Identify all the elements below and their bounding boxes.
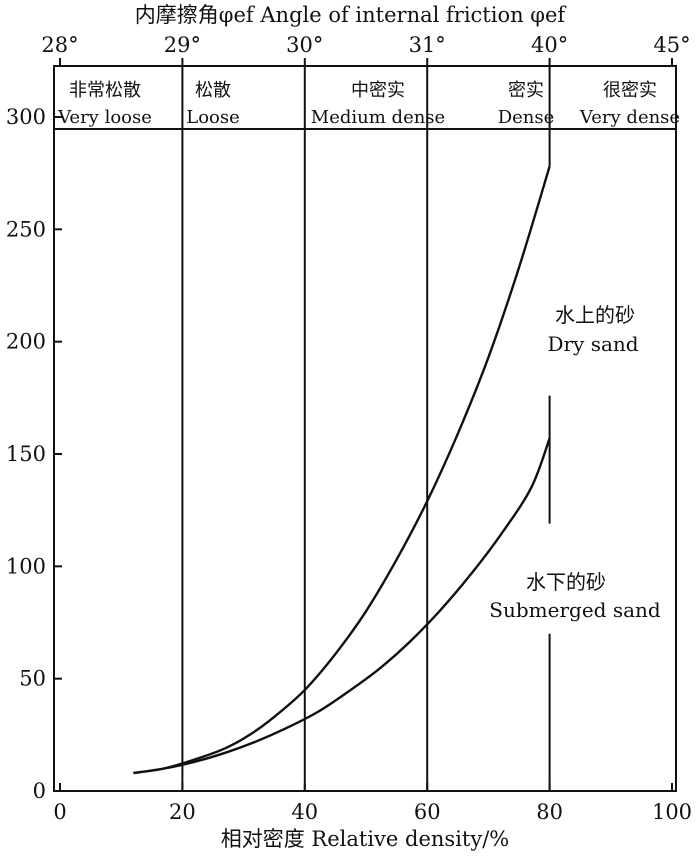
y-tick-label: 200 bbox=[6, 330, 46, 354]
zone-label-cn: 松散 bbox=[195, 80, 231, 101]
dry-sand-label-en: Dry sand bbox=[547, 332, 638, 356]
top-tick-label: 40° bbox=[531, 33, 568, 57]
y-tick-label: 300 bbox=[6, 105, 46, 129]
y-tick-label: 250 bbox=[6, 217, 46, 241]
submerged-sand-line bbox=[133, 437, 551, 775]
x-tick-label: 20 bbox=[169, 800, 196, 824]
zone-label-en: Loose bbox=[186, 107, 240, 128]
zone-label-en: Very loose bbox=[57, 107, 152, 128]
plot-frame bbox=[53, 65, 677, 792]
y-tick-label: 150 bbox=[6, 442, 46, 466]
x-tick-label: 0 bbox=[53, 800, 66, 824]
top-tick-label: 30° bbox=[286, 33, 323, 57]
submerged-sand-label-en: Submerged sand bbox=[489, 598, 661, 622]
zone-label-en: Very dense bbox=[579, 107, 680, 128]
y-tick-label: 50 bbox=[19, 667, 46, 691]
x-tick-label: 100 bbox=[652, 800, 692, 824]
y-tick-label: 100 bbox=[6, 554, 46, 578]
dry-sand-label-cn: 水上的砂 bbox=[555, 303, 635, 327]
dry-sand-line bbox=[133, 166, 551, 775]
x-axis-label: 相对密度 Relative density/% bbox=[221, 827, 510, 851]
submerged-sand-label-cn: 水下的砂 bbox=[526, 570, 606, 594]
x-tick-label: 80 bbox=[536, 800, 563, 824]
zone-label-cn: 非常松散 bbox=[69, 80, 141, 101]
zone-label-cn: 中密实 bbox=[351, 80, 405, 101]
zone-label-cn: 密实 bbox=[508, 80, 544, 101]
top-tick-label: 28° bbox=[41, 33, 78, 57]
top-tick-label: 31° bbox=[409, 33, 446, 57]
y-tick-label: 0 bbox=[33, 779, 46, 803]
plot-area: 28° 29° 30° 31° 40° 45° 0 20 40 60 80 100 0 50 100 150 2… bbox=[6, 33, 692, 824]
top-axis-label: 内摩擦角φef Angle of internal friction φef bbox=[135, 3, 568, 27]
x-tick-label: 40 bbox=[291, 800, 318, 824]
top-tick-label: 45° bbox=[653, 33, 690, 57]
zone-label-en: Medium dense bbox=[311, 107, 445, 128]
x-tick-label: 60 bbox=[414, 800, 441, 824]
zone-label-en: Dense bbox=[498, 107, 555, 128]
top-tick-label: 29° bbox=[164, 33, 201, 57]
zone-label-cn: 很密实 bbox=[603, 80, 657, 101]
